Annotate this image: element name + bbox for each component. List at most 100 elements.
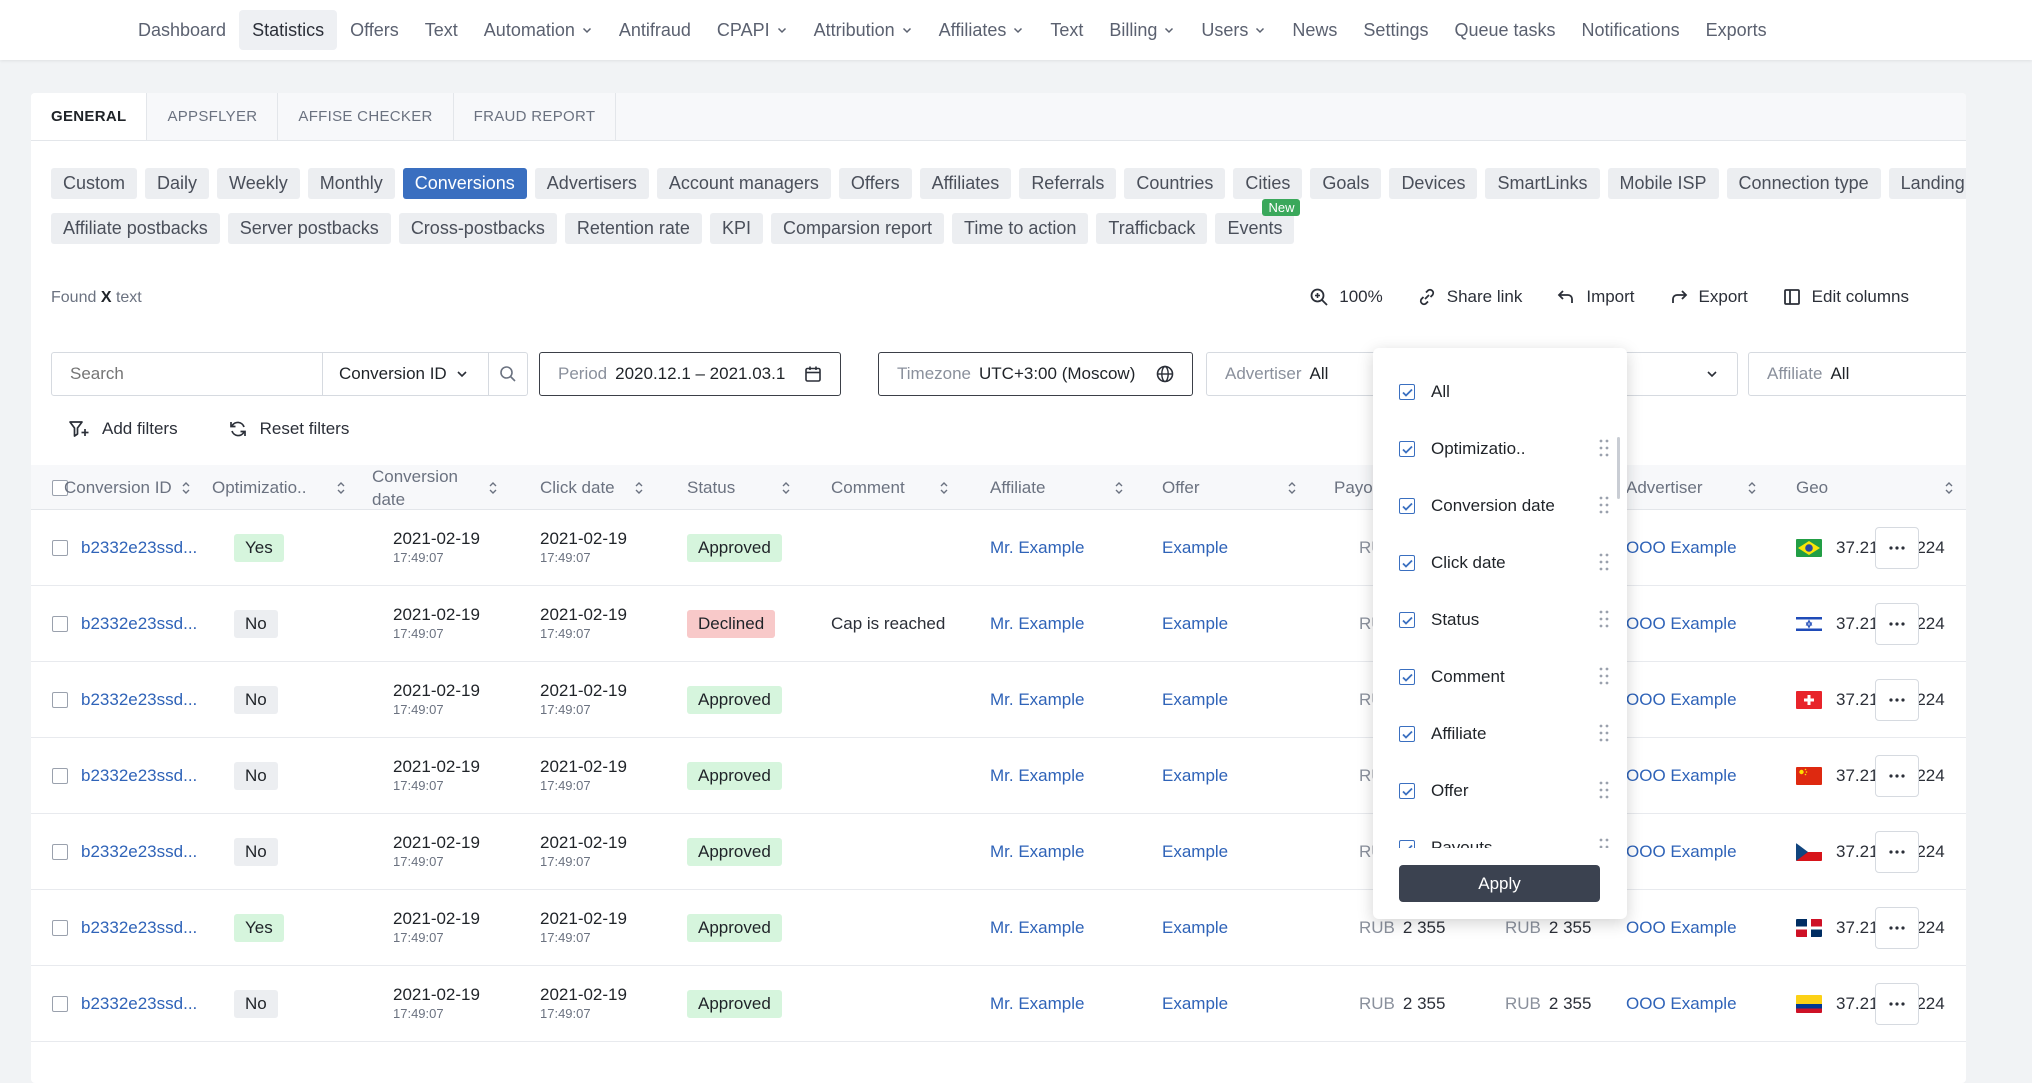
sort-button[interactable]	[634, 465, 644, 510]
row-actions-button[interactable]	[1875, 603, 1919, 645]
table-row[interactable]: b2332e23ssd... No 2021-02-19 17:49:07 2021-0…	[31, 586, 1966, 662]
chip-referrals[interactable]: Referrals	[1019, 168, 1117, 199]
chip-daily[interactable]: Daily	[145, 168, 210, 199]
advertiser-link[interactable]: OOO Example	[1626, 614, 1737, 633]
affiliate-link[interactable]: Mr. Example	[990, 918, 1085, 937]
affiliate-link[interactable]: Mr. Example	[990, 994, 1085, 1013]
advertiser-link[interactable]: OOO Example	[1626, 918, 1737, 937]
chip-server-postbacks[interactable]: Server postbacks	[227, 213, 391, 244]
offer-link[interactable]: Example	[1162, 538, 1229, 557]
nav-item-users[interactable]: Users	[1188, 10, 1279, 50]
nav-item-text[interactable]: Text	[1037, 10, 1096, 50]
chip-account-managers[interactable]: Account managers	[656, 168, 831, 199]
sort-button[interactable]	[336, 465, 346, 510]
nav-item-queue-tasks[interactable]: Queue tasks	[1441, 10, 1568, 50]
table-row[interactable]: b2332e23ssd... No 2021-02-19 17:49:07 2021-0…	[31, 662, 1966, 738]
column-header-status[interactable]: Status	[687, 465, 735, 510]
offer-link[interactable]: Example	[1162, 766, 1229, 785]
popup-scrollbar[interactable]	[1617, 437, 1620, 499]
sort-button[interactable]	[1944, 465, 1954, 510]
conversion-id-link[interactable]: b2332e23ssd...	[81, 538, 198, 557]
select-all-checkbox[interactable]	[52, 479, 68, 496]
affiliate-link[interactable]: Mr. Example	[990, 538, 1085, 557]
sort-button[interactable]	[939, 465, 949, 510]
chip-cities[interactable]: Cities	[1233, 168, 1303, 199]
nav-item-statistics[interactable]: Statistics	[239, 10, 338, 50]
row-checkbox[interactable]	[52, 920, 68, 936]
tab-fraud-report[interactable]: FRAUD REPORT	[454, 93, 617, 140]
search-input[interactable]	[52, 353, 323, 395]
column-checkbox[interactable]	[1399, 783, 1415, 799]
search-button[interactable]	[489, 353, 527, 395]
row-actions-button[interactable]	[1875, 755, 1919, 797]
nav-item-settings[interactable]: Settings	[1350, 10, 1441, 50]
advertiser-link[interactable]: OOO Example	[1626, 690, 1737, 709]
column-header-geo[interactable]: Geo	[1796, 465, 1828, 510]
table-row[interactable]: b2332e23ssd... No 2021-02-19 17:49:07 2021-0…	[31, 966, 1966, 1042]
row-checkbox[interactable]	[52, 540, 68, 556]
column-header-payouts[interactable]: Payo	[1334, 465, 1373, 510]
column-option-optimizatio[interactable]: Optimizatio..	[1399, 439, 1609, 459]
column-header-offer[interactable]: Offer	[1162, 465, 1199, 510]
chip-goals[interactable]: Goals	[1310, 168, 1382, 199]
chip-events[interactable]: Events New	[1215, 199, 1301, 244]
tab-general[interactable]: GENERAL	[31, 93, 148, 140]
column-header-affiliate[interactable]: Affiliate	[990, 465, 1045, 510]
zoom-button[interactable]: 100%	[1309, 287, 1383, 307]
chip-monthly[interactable]: Monthly	[307, 168, 395, 199]
sort-button[interactable]	[1747, 465, 1757, 510]
chip-comparsion-report[interactable]: Comparsion report	[770, 213, 945, 244]
chip-smartlinks[interactable]: SmartLinks	[1485, 168, 1600, 199]
chip-countries[interactable]: Countries	[1124, 168, 1226, 199]
reset-filters-button[interactable]: Reset filters	[228, 419, 349, 439]
sort-button[interactable]	[781, 465, 791, 510]
nav-item-offers[interactable]: Offers	[337, 10, 412, 50]
chip-connection-type[interactable]: Connection type	[1726, 168, 1881, 199]
table-row[interactable]: b2332e23ssd... No 2021-02-19 17:49:07 2021-0…	[31, 738, 1966, 814]
column-option-conversion-date[interactable]: Conversion date	[1399, 496, 1609, 516]
offer-link[interactable]: Example	[1162, 690, 1229, 709]
chip-advertisers[interactable]: Advertisers	[534, 168, 649, 199]
search-field-select[interactable]: Conversion ID	[323, 353, 489, 395]
nav-item-billing[interactable]: Billing	[1096, 10, 1188, 50]
nav-item-antifraud[interactable]: Antifraud	[606, 10, 704, 50]
add-filters-button[interactable]: Add filters	[68, 419, 178, 439]
chip-affiliates[interactable]: Affiliates	[919, 168, 1012, 199]
column-option-click-date[interactable]: Click date	[1399, 553, 1609, 573]
column-checkbox[interactable]	[1399, 840, 1415, 848]
offer-link[interactable]: Example	[1162, 994, 1229, 1013]
drag-handle-icon[interactable]	[1599, 667, 1609, 685]
sort-button[interactable]	[1287, 465, 1297, 510]
nav-item-attribution[interactable]: Attribution	[801, 10, 926, 50]
affiliate-link[interactable]: Mr. Example	[990, 766, 1085, 785]
column-option-status[interactable]: Status	[1399, 610, 1609, 630]
row-checkbox[interactable]	[52, 692, 68, 708]
advertiser-link[interactable]: OOO Example	[1626, 538, 1737, 557]
column-checkbox[interactable]	[1399, 726, 1415, 742]
chip-retention-rate[interactable]: Retention rate	[564, 213, 702, 244]
affiliate-filter[interactable]: Affiliate All	[1748, 352, 1966, 396]
edit-columns-button[interactable]: Edit columns	[1782, 287, 1909, 307]
tab-appsflyer[interactable]: APPSFLYER	[147, 93, 279, 140]
column-header-conversion-id[interactable]: Conversion ID	[64, 465, 174, 510]
row-actions-button[interactable]	[1875, 831, 1919, 873]
advertiser-link[interactable]: OOO Example	[1626, 766, 1737, 785]
drag-handle-icon[interactable]	[1599, 781, 1609, 799]
sort-button[interactable]	[181, 465, 191, 510]
column-checkbox[interactable]	[1399, 669, 1415, 685]
table-row[interactable]: b2332e23ssd... Yes 2021-02-19 17:49:07 2021-…	[31, 510, 1966, 586]
column-checkbox[interactable]	[1399, 441, 1415, 457]
sort-button[interactable]	[1114, 465, 1124, 510]
advertiser-link[interactable]: OOO Example	[1626, 842, 1737, 861]
drag-handle-icon[interactable]	[1599, 496, 1609, 514]
import-button[interactable]: Import	[1556, 287, 1635, 307]
column-option-comment[interactable]: Comment	[1399, 667, 1609, 687]
row-actions-button[interactable]	[1875, 983, 1919, 1025]
chip-kpi[interactable]: KPI	[709, 213, 763, 244]
share-link-button[interactable]: Share link	[1417, 287, 1522, 307]
column-option-all[interactable]: All	[1399, 382, 1609, 402]
chip-affiliate-postbacks[interactable]: Affiliate postbacks	[51, 213, 220, 244]
drag-handle-icon[interactable]	[1599, 610, 1609, 628]
affiliate-link[interactable]: Mr. Example	[990, 842, 1085, 861]
column-header-comment[interactable]: Comment	[831, 465, 905, 510]
